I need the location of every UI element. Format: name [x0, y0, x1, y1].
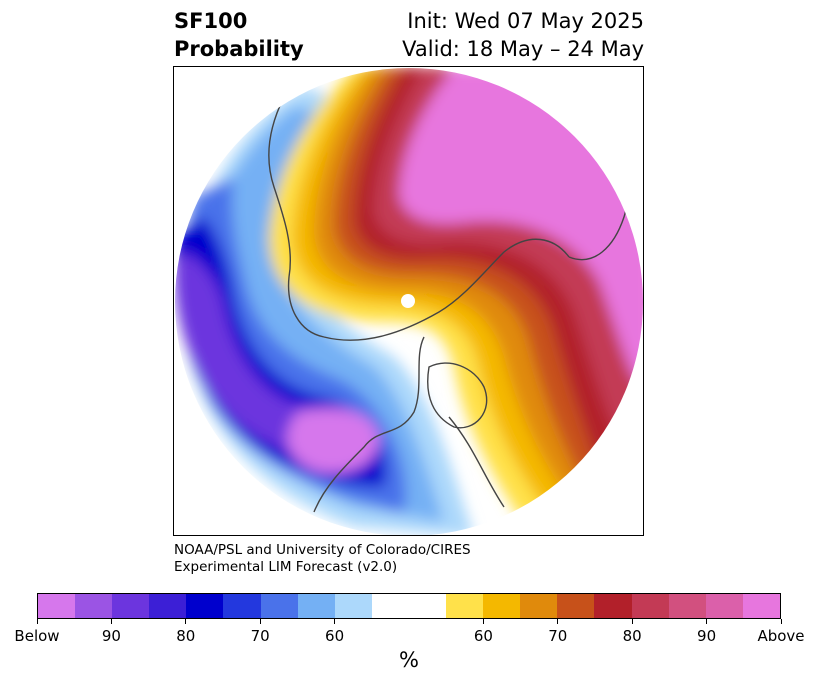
- colorbar-tick: [110, 619, 112, 624]
- pole-marker: [401, 294, 415, 308]
- title-variable: SF100: [174, 9, 248, 33]
- colorbar-unit: %: [399, 648, 419, 672]
- colorbar-segment: [223, 594, 261, 618]
- colorbar-tick: [557, 619, 559, 624]
- colorbar-tick-label: 70: [548, 627, 568, 645]
- colorbar-segment: [297, 594, 335, 618]
- colorbar-segment: [38, 594, 76, 618]
- colorbar-segment: [446, 594, 484, 618]
- colorbar-segment: [705, 594, 743, 618]
- colorbar-tick-label: 60: [473, 627, 493, 645]
- below-core: [287, 408, 379, 473]
- colorbar-segment: [631, 594, 669, 618]
- colorbar-tick-label: 90: [697, 627, 717, 645]
- colorbar-tick: [334, 619, 336, 624]
- credit-line-2: Experimental LIM Forecast (v2.0): [174, 559, 398, 575]
- colorbar-tick-label: Below: [14, 627, 60, 645]
- colorbar-segment: [149, 594, 187, 618]
- below-band-5: [175, 252, 366, 461]
- colorbar-tick-label: 60: [325, 627, 345, 645]
- colorbar-segment: [371, 594, 409, 618]
- colorbar-tick: [259, 619, 261, 624]
- colorbar-segment: [334, 594, 372, 618]
- colorbar-segment: [668, 594, 706, 618]
- colorbar-tick: [631, 619, 633, 624]
- colorbar-segment: [742, 594, 780, 618]
- colorbar-tick: [36, 619, 38, 624]
- colorbar-tick: [185, 619, 187, 624]
- colorbar-segment: [75, 594, 113, 618]
- credit-line-1: NOAA/PSL and University of Colorado/CIRE…: [174, 542, 471, 558]
- colorbar-segment: [260, 594, 298, 618]
- map-canvas: [175, 68, 643, 535]
- valid-range: Valid: 18 May – 24 May: [402, 37, 644, 61]
- colorbar-segment: [408, 594, 447, 618]
- colorbar-tick: [706, 619, 708, 624]
- coastlines: [268, 96, 628, 513]
- colorbar-segment: [520, 594, 558, 618]
- colorbar-tick-label: 80: [622, 627, 642, 645]
- colorbar: [37, 593, 781, 619]
- probability-field: [175, 68, 643, 535]
- colorbar-tick: [780, 619, 782, 624]
- colorbar-segment: [112, 594, 150, 618]
- colorbar-segment: [186, 594, 224, 618]
- colorbar-tick-label: 70: [250, 627, 270, 645]
- title-probability: Probability: [174, 37, 304, 61]
- colorbar-segment: [557, 594, 595, 618]
- colorbar-tick: [482, 619, 484, 624]
- init-date: Init: Wed 07 May 2025: [407, 9, 644, 33]
- colorbar-tick-label: 80: [176, 627, 196, 645]
- colorbar-segment: [483, 594, 521, 618]
- forecast-map: [173, 66, 644, 536]
- colorbar-tick-label: Above: [757, 627, 805, 645]
- colorbar-segment: [594, 594, 632, 618]
- colorbar-tick-label: 90: [101, 627, 121, 645]
